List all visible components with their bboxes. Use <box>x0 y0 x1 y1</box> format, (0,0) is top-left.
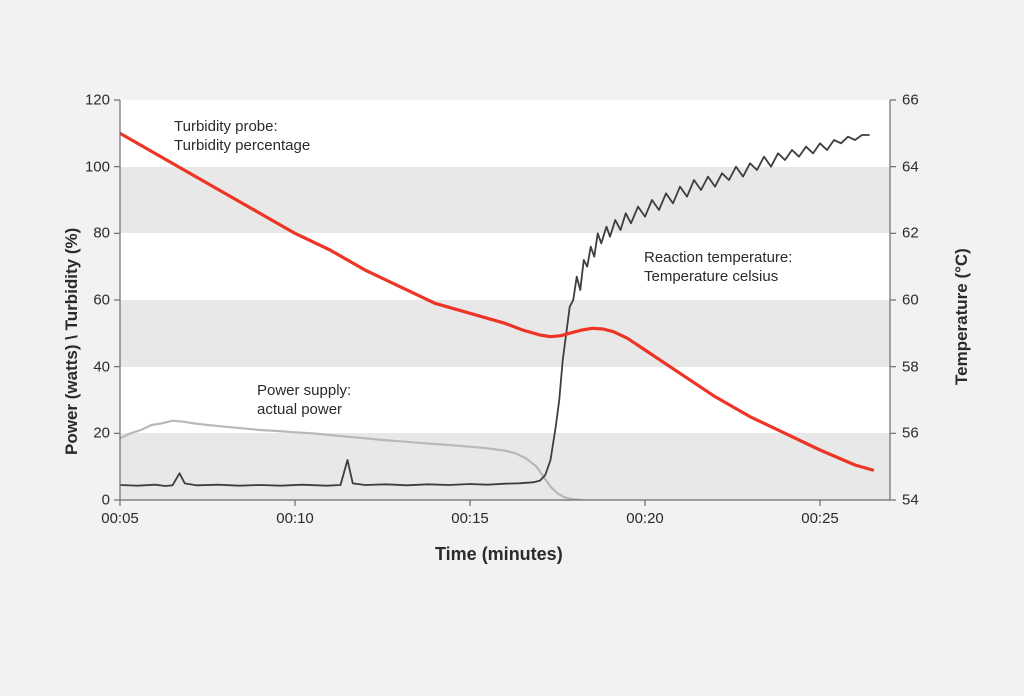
y-axis-right-label: Temperature (°C) <box>952 248 972 385</box>
ytick-right: 64 <box>902 158 919 175</box>
xtick: 00:25 <box>801 510 839 527</box>
series-svg <box>120 100 890 500</box>
series-turbidity <box>120 135 869 486</box>
ytick-left: 100 <box>85 158 110 175</box>
xtick: 00:05 <box>101 510 139 527</box>
xtick: 00:20 <box>626 510 664 527</box>
y-axis-left-label: Power (watts) \ Turbidity (%) <box>62 228 82 455</box>
ytick-right: 58 <box>902 358 919 375</box>
annotation-power: Power supply:actual power <box>257 382 351 420</box>
annotation-temp: Reaction temperature:Temperature celsius <box>644 249 792 287</box>
ytick-left: 60 <box>93 292 110 309</box>
ytick-right: 56 <box>902 425 919 442</box>
ytick-right: 62 <box>902 225 919 242</box>
ytick-right: 60 <box>902 292 919 309</box>
chart-page: Power (watts) \ Turbidity (%) Temperatur… <box>0 0 1024 696</box>
ytick-left: 20 <box>93 425 110 442</box>
x-axis-label: Time (minutes) <box>435 544 563 565</box>
ytick-left: 120 <box>85 92 110 109</box>
series-power <box>120 421 582 500</box>
annotation-turbidity: Turbidity probe:Turbidity percentage <box>174 118 310 156</box>
xtick: 00:15 <box>451 510 489 527</box>
ytick-left: 80 <box>93 225 110 242</box>
xtick: 00:10 <box>276 510 314 527</box>
ytick-left: 40 <box>93 358 110 375</box>
plot-area <box>120 100 890 500</box>
ytick-left: 0 <box>102 492 110 509</box>
ytick-right: 66 <box>902 92 919 109</box>
series-temperature <box>120 133 873 470</box>
ytick-right: 54 <box>902 492 919 509</box>
